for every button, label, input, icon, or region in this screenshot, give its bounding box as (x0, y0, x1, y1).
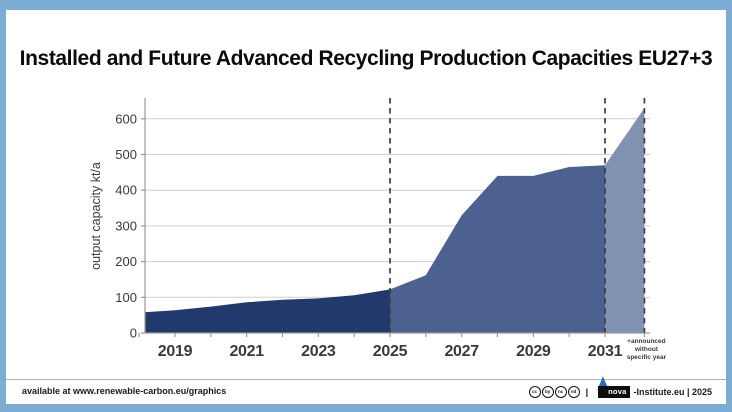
cc-license-icons: cc by nc nd (528, 386, 580, 398)
area-announced-without-specific-year (605, 108, 645, 333)
cc-icon: cc (528, 386, 541, 398)
x-tick-label-2027: 2027 (444, 343, 479, 360)
x-tick-label-2019: 2019 (158, 343, 193, 360)
area-future-capacity-2025-2031 (390, 165, 605, 333)
x-tick-label-2025: 2025 (373, 343, 408, 360)
y-tick-label-300: 300 (115, 218, 137, 233)
cc-by-icon: by (541, 386, 554, 398)
footer-separator: | (585, 387, 589, 397)
footer-credits: cc by nc nd | nova -Institute.eu | 2025 (528, 376, 712, 403)
nova-logo-text: nova (598, 386, 631, 398)
y-tick-label-100: 100 (115, 290, 137, 305)
footer-divider (6, 379, 726, 380)
y-tick-label-0: 0 (130, 326, 137, 341)
x-tick-label-2021: 2021 (229, 343, 264, 360)
footer-source-text: available at www.renewable-carbon.eu/gra… (22, 386, 227, 396)
x-tick-label-2023: 2023 (301, 343, 336, 360)
x-extra-label-line-0: +announced (627, 338, 665, 345)
x-extra-label-line-1: without (634, 346, 659, 353)
y-tick-label-400: 400 (115, 183, 137, 198)
nova-sail-icon (597, 376, 610, 391)
x-tick-label-2031: 2031 (588, 343, 623, 360)
nova-logo: nova (597, 376, 631, 398)
y-tick-label-200: 200 (115, 254, 137, 269)
y-tick-label-600: 600 (115, 111, 137, 126)
x-extra-label-line-2: specific year (627, 354, 667, 361)
area-installed-capacity (144, 289, 390, 333)
cc-nd-icon: nd (567, 386, 580, 398)
cc-nc-icon: nc (554, 386, 567, 398)
page-title: Installed and Future Advanced Recycling … (19, 47, 713, 71)
x-tick-label-2029: 2029 (516, 343, 551, 360)
y-tick-label-500: 500 (115, 147, 137, 162)
footer-institute-text: -Institute.eu | 2025 (633, 387, 712, 397)
y-axis-title: output capacity kt/a (89, 162, 103, 270)
